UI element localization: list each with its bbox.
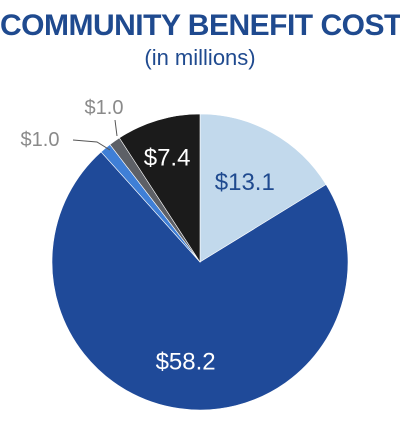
pie-slice-2 — [51, 151, 349, 411]
slice-label-4: $1.0 — [85, 97, 124, 119]
pie-slice-5 — [118, 113, 201, 264]
leader-line-3 — [72, 139, 111, 151]
leader-line-4 — [114, 119, 118, 137]
slice-label-1: $13.1 — [215, 169, 275, 196]
pie-slice-1 — [199, 113, 327, 263]
chart-subtitle: (in millions) — [144, 45, 256, 70]
slice-label-5: $7.4 — [144, 145, 191, 172]
chart-title: COMMUNITY BENEFIT COST — [0, 9, 400, 42]
slice-label-2: $58.2 — [156, 349, 216, 376]
slice-label-3: $1.0 — [21, 129, 60, 151]
